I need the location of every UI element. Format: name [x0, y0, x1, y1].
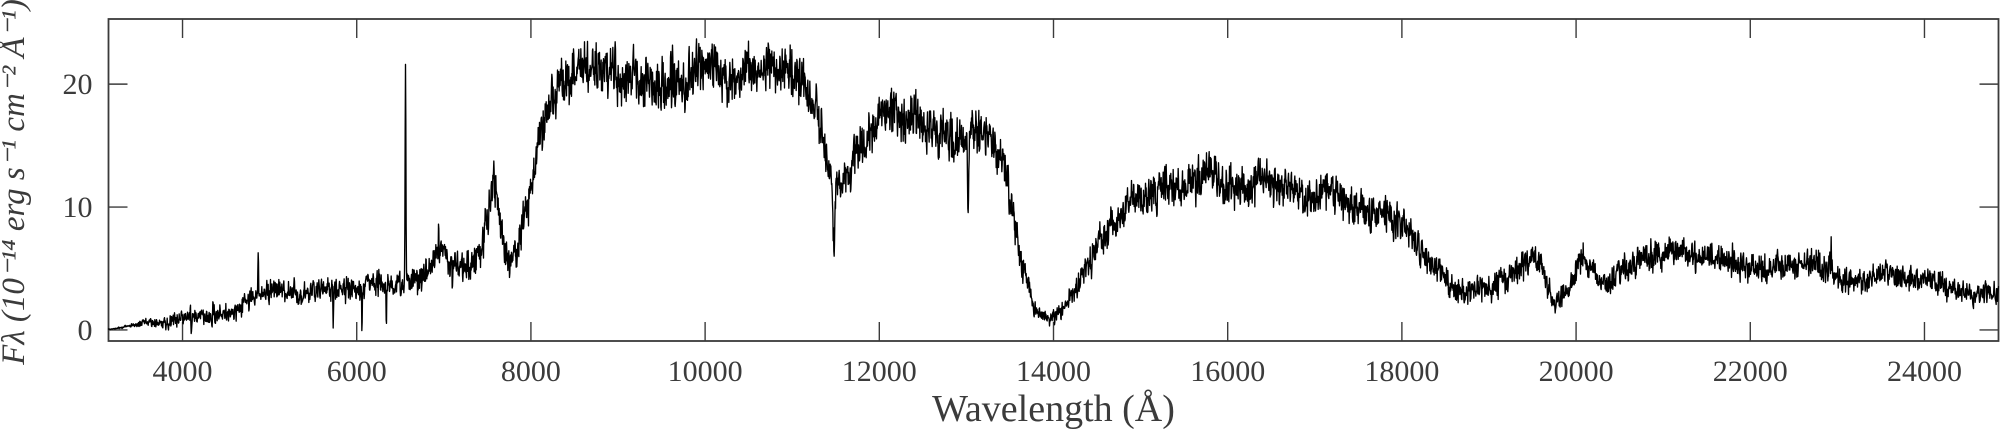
svg-text:10000: 10000 — [668, 355, 743, 388]
svg-text:6000: 6000 — [327, 355, 387, 388]
svg-text:12000: 12000 — [842, 355, 917, 388]
svg-text:8000: 8000 — [501, 355, 561, 388]
svg-text:22000: 22000 — [1713, 355, 1788, 388]
svg-text:14000: 14000 — [1016, 355, 1091, 388]
svg-text:Fλ (10⁻¹⁴ erg s⁻¹ cm⁻² Å⁻¹): Fλ (10⁻¹⁴ erg s⁻¹ cm⁻² Å⁻¹) — [0, 0, 32, 366]
svg-text:20: 20 — [63, 68, 93, 101]
svg-text:4000: 4000 — [153, 355, 213, 388]
svg-text:18000: 18000 — [1364, 355, 1439, 388]
svg-text:24000: 24000 — [1887, 355, 1962, 388]
svg-text:10: 10 — [63, 191, 93, 224]
svg-text:0: 0 — [78, 314, 93, 347]
svg-text:20000: 20000 — [1539, 355, 1614, 388]
svg-text:16000: 16000 — [1190, 355, 1265, 388]
svg-text:Wavelength (Å): Wavelength (Å) — [932, 388, 1175, 430]
